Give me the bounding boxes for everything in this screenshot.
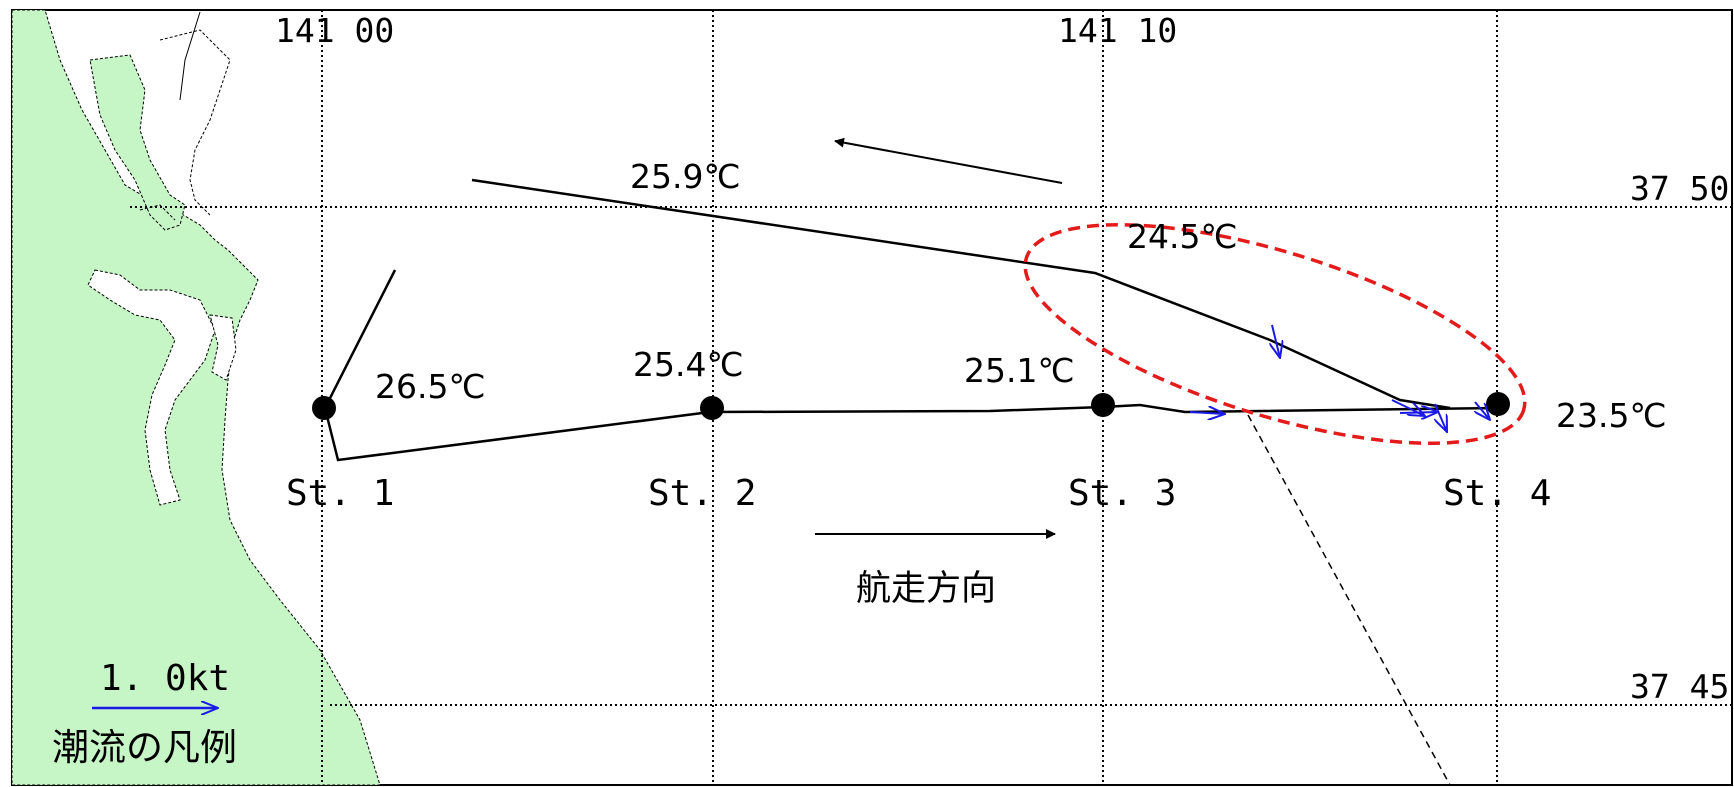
highlight-ellipse [1023, 223, 1527, 445]
harbor-water [87, 269, 216, 506]
latitude-label: 37 50 [1630, 169, 1729, 208]
station-label: St. 4 [1443, 473, 1551, 514]
station-label: St. 3 [1068, 473, 1176, 514]
station-label: St. 2 [648, 473, 756, 514]
longitude-label: 141 10 [1058, 11, 1177, 50]
station-label: St. 1 [286, 473, 394, 514]
temperature-label: 24.5℃ [1127, 217, 1238, 256]
current-arrow [1272, 324, 1280, 358]
breakwater [139, 29, 231, 221]
current-arrows [1189, 324, 1490, 432]
station-marker [1091, 393, 1115, 417]
current-arrow [1189, 412, 1225, 414]
callout-line [1247, 414, 1451, 786]
current-arrow [1435, 403, 1447, 432]
current-arrow [1475, 401, 1490, 420]
station-marker [1486, 392, 1510, 416]
return-track [471, 178, 1451, 410]
harbor-land [89, 54, 186, 231]
temperature-label: 25.9℃ [630, 157, 741, 196]
current-arrow [1399, 412, 1438, 413]
temperature-label: 25.4℃ [633, 345, 744, 384]
legend-scale-label: 1. 0kt [100, 658, 230, 699]
legend-caption: 潮流の凡例 [52, 726, 237, 769]
breakwater [179, 11, 201, 101]
temperature-label: 23.5℃ [1556, 396, 1667, 435]
station-marker [700, 396, 724, 420]
harbor-water [209, 314, 237, 381]
land-area [11, 9, 381, 786]
direction-label: 航走方向 [856, 569, 996, 609]
temperature-label: 26.5℃ [375, 367, 486, 406]
graticule [130, 10, 1734, 785]
temperature-label: 25.1℃ [964, 351, 1075, 390]
outbound-track [323, 269, 1501, 462]
longitude-label: 141 00 [275, 11, 394, 50]
station-marker [312, 396, 336, 420]
latitude-label: 37 45 [1630, 667, 1729, 706]
return-direction-arrow [834, 137, 1063, 184]
